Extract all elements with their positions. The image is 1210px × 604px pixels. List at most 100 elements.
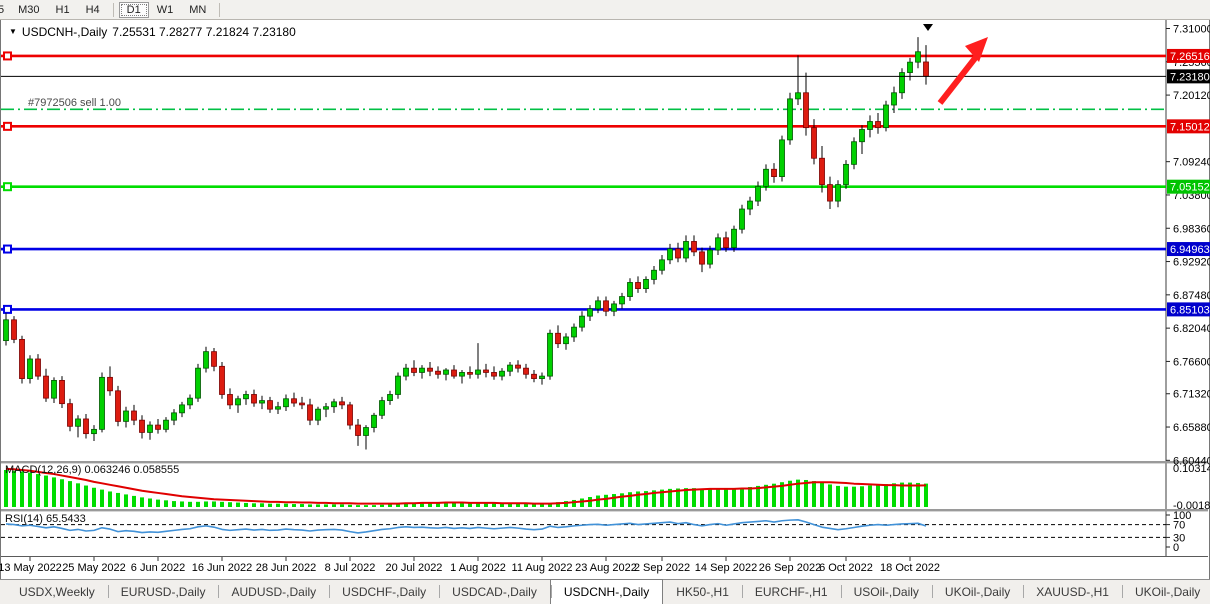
candle-body — [435, 370, 441, 375]
candle-body — [99, 376, 105, 430]
macd-histogram-bar — [908, 482, 912, 507]
macd-histogram-bar — [804, 479, 808, 507]
timeframe-button-mn[interactable]: MN — [189, 3, 207, 16]
candle-body — [411, 367, 417, 373]
level-marker[interactable] — [3, 244, 12, 254]
macd-histogram-bar — [148, 498, 152, 507]
chart-title-row: ▼ USDCNH-,Daily 7.25531 7.28277 7.21824 … — [9, 25, 296, 39]
timeframe-button-h4[interactable]: H4 — [85, 3, 100, 16]
candle-body — [123, 410, 129, 422]
candle-body — [603, 300, 609, 312]
price-tick-label: 6.65880 — [1173, 422, 1210, 434]
macd-histogram-bar — [452, 502, 456, 507]
order-annotation: #7972506 sell 1.00 — [28, 97, 121, 109]
chart-tab-usoil-daily[interactable]: USOil-,Daily — [840, 580, 932, 604]
candle-body — [899, 72, 905, 94]
candle-body — [203, 351, 209, 369]
macd-histogram-bar — [492, 503, 496, 507]
timeframe-toolbar: 5 M30 H1 H4 D1 W1 MN — [0, 0, 1210, 20]
chart-tab-xauusd-h1[interactable]: XAUUSD-,H1 — [1023, 580, 1122, 604]
macd-histogram-bar — [340, 504, 344, 507]
red-arrow-shaft[interactable] — [937, 55, 979, 105]
macd-histogram-bar — [628, 492, 632, 507]
panel-divider-main-macd[interactable] — [1, 461, 1208, 464]
macd-histogram-bar — [724, 489, 728, 507]
candle-body — [363, 427, 369, 436]
red-arrow-head-icon[interactable] — [965, 37, 988, 62]
timeframe-button-m30[interactable]: M30 — [18, 3, 40, 16]
price-tick-label: 6.82040 — [1173, 323, 1210, 335]
level-marker[interactable] — [3, 182, 12, 192]
timeframe-button-d1[interactable]: D1 — [118, 1, 149, 18]
macd-histogram-bar — [764, 484, 768, 507]
chart-tab-hk50-h1[interactable]: HK50-,H1 — [676, 585, 729, 599]
macd-histogram-bar — [196, 501, 200, 507]
macd-axis-min: -0.001805 — [1173, 500, 1210, 512]
macd-histogram-bar — [268, 503, 272, 507]
candle-body — [379, 400, 385, 416]
chart-tab-usdx-weekly[interactable]: USDX,Weekly — [19, 585, 95, 599]
rsi-tick-label: 100 — [1173, 510, 1191, 522]
chart-tab-usdchf-daily[interactable]: USDCHF-,Daily — [329, 580, 439, 604]
macd-histogram-bar — [868, 485, 872, 507]
macd-histogram-bar — [732, 488, 736, 507]
candle-body — [923, 61, 929, 77]
chart-tab-usdcnh-daily[interactable]: USDCNH-,Daily — [549, 579, 664, 604]
chart-shift-marker-icon[interactable] — [923, 24, 933, 31]
macd-histogram-bar — [532, 504, 536, 507]
candle-body — [651, 269, 657, 280]
macd-histogram-bar — [380, 504, 384, 507]
macd-histogram-bar — [884, 484, 888, 507]
candle-body — [915, 51, 921, 63]
toolbar-separator — [219, 2, 221, 17]
panel-divider-macd-rsi[interactable] — [1, 509, 1208, 512]
macd-histogram-bar — [20, 471, 24, 507]
candle-body — [155, 424, 161, 430]
level-marker[interactable] — [3, 51, 12, 61]
chart-tab-usdcad-daily[interactable]: USDCAD-,Daily — [439, 580, 550, 604]
ohlc-values: 7.25531 7.28277 7.21824 7.23180 — [112, 25, 296, 39]
candle-body — [659, 259, 665, 271]
date-label: 26 Sep 2022 — [759, 562, 821, 574]
macd-histogram-bar — [244, 502, 248, 507]
candle-body — [187, 397, 193, 406]
price-tick-label: 7.09240 — [1173, 157, 1210, 169]
macd-histogram-bar — [156, 499, 160, 507]
macd-histogram-bar — [348, 504, 352, 507]
chart-tab-ukoil-daily[interactable]: UKOil-,Daily — [1121, 580, 1210, 604]
macd-histogram-bar — [540, 504, 544, 507]
level-marker[interactable] — [3, 304, 12, 314]
collapse-triangle-icon[interactable]: ▼ — [9, 27, 17, 36]
candle-body — [339, 401, 345, 406]
candle-body — [163, 419, 169, 430]
chart-tab-ukoil-daily[interactable]: UKOil-,Daily — [931, 580, 1023, 604]
level-marker[interactable] — [3, 121, 12, 131]
macd-histogram-bar — [68, 481, 72, 507]
macd-histogram-bar — [580, 498, 584, 507]
date-label: 8 Jul 2022 — [325, 562, 376, 574]
candle-body — [571, 326, 577, 338]
macd-histogram-bar — [836, 485, 840, 507]
timeframe-button-w1[interactable]: W1 — [156, 3, 174, 16]
price-tick-label: 6.71320 — [1173, 389, 1210, 401]
chart-tab-eurusd-daily[interactable]: EURUSD-,Daily — [107, 580, 219, 604]
timeframe-button-5[interactable]: 5 — [0, 3, 5, 16]
chart-tab-eurchf-h1[interactable]: EURCHF-,H1 — [741, 580, 841, 604]
macd-histogram-bar — [84, 485, 88, 507]
price-tick-label: 6.76600 — [1173, 356, 1210, 368]
macd-histogram-bar — [652, 490, 656, 507]
rsi-line — [5, 518, 927, 534]
candle-body — [515, 364, 521, 369]
candle-body — [707, 249, 713, 265]
macd-histogram-bar — [588, 497, 592, 507]
candle-body — [347, 404, 353, 426]
macd-histogram-bar — [228, 502, 232, 507]
chart-tab-audusd-daily[interactable]: AUDUSD-,Daily — [218, 580, 329, 604]
macd-histogram-bar — [684, 488, 688, 507]
price-badge-7.26516-label: 7.26516 — [1170, 51, 1210, 63]
macd-histogram-bar — [436, 502, 440, 507]
timeframe-button-h1[interactable]: H1 — [55, 3, 70, 16]
macd-histogram-bar — [204, 501, 208, 507]
